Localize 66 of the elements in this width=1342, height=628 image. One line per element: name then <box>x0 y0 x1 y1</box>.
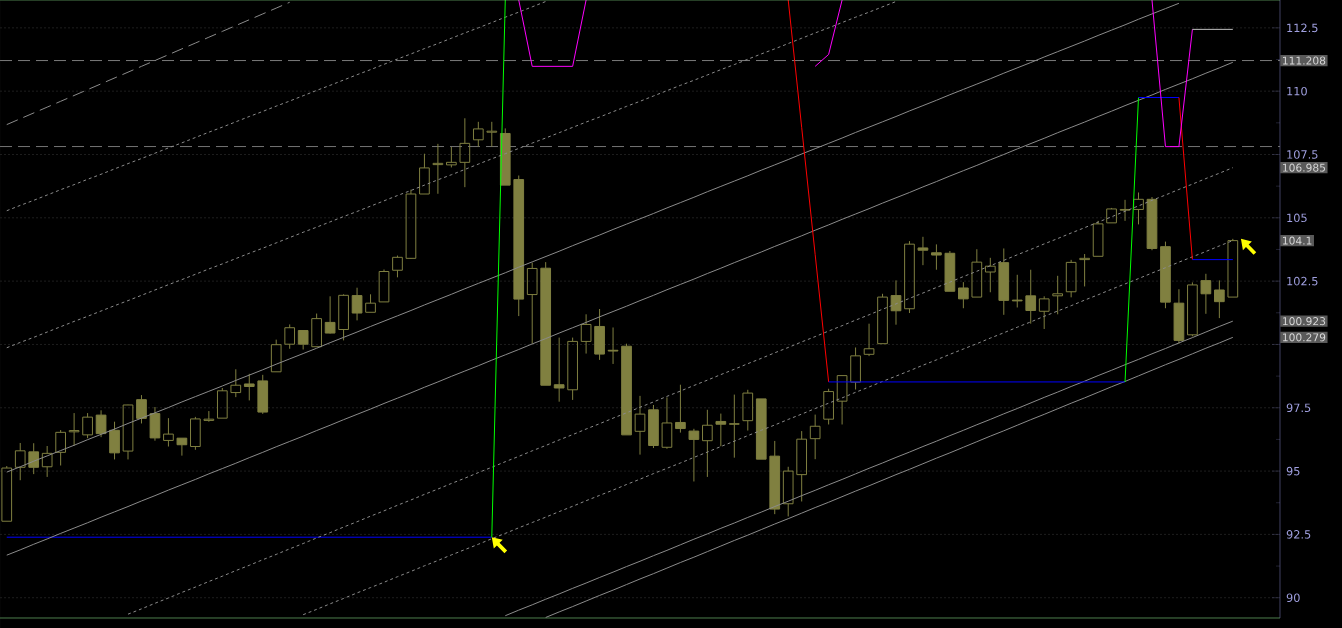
candlestick <box>675 384 686 434</box>
candlestick <box>904 240 915 314</box>
candlestick <box>796 430 808 502</box>
text: 104.1 <box>1283 236 1312 245</box>
candlestick <box>661 396 673 450</box>
candlestick <box>365 293 376 313</box>
candlestick <box>1173 288 1185 345</box>
candlestick <box>55 429 66 467</box>
candlestick <box>149 406 161 442</box>
candlestick <box>553 337 565 403</box>
candlestick <box>297 330 309 351</box>
y-tick-label: 102.5 <box>1287 276 1318 286</box>
candlestick <box>688 428 700 482</box>
candlestick <box>931 243 942 271</box>
candlestick <box>634 395 646 456</box>
candlestick <box>1200 273 1212 315</box>
candlestick <box>1119 199 1131 222</box>
line-series <box>787 0 830 383</box>
candlestick <box>998 247 1010 316</box>
candlestick <box>68 412 80 447</box>
candlestick <box>755 398 767 460</box>
y-tick-label: 90 <box>1286 593 1300 603</box>
candlestick <box>351 287 363 321</box>
candlestick <box>917 236 929 266</box>
candlestick <box>607 326 619 365</box>
line-series <box>127 167 1234 615</box>
candlestick <box>1079 253 1090 287</box>
candlestick <box>95 409 107 438</box>
candlestick <box>1146 196 1158 251</box>
y-tick-label: 107.5 <box>1287 150 1318 159</box>
candlestick <box>163 417 174 448</box>
y-tick-label: 110 <box>1287 86 1307 96</box>
candlestick <box>580 313 592 355</box>
candlestick <box>728 394 740 459</box>
y-tick-label: 105 <box>1287 213 1307 223</box>
y-tick-label: 97.5 <box>1286 403 1311 413</box>
candlestick <box>1052 275 1064 315</box>
candlestick <box>1214 279 1225 319</box>
candlestick <box>890 279 902 326</box>
candlestick <box>41 445 53 478</box>
candlestick <box>702 409 713 478</box>
candlestick <box>944 250 956 292</box>
candlestick <box>540 261 552 386</box>
candlestick <box>432 143 444 195</box>
candlestick <box>863 323 875 357</box>
y-tick-label: 112.5 <box>1287 23 1318 33</box>
candlestick <box>176 437 188 457</box>
candlestick <box>836 375 848 425</box>
y-tick-label: 92.5 <box>1286 530 1311 539</box>
ref-line-label: 111.208 <box>1283 56 1326 65</box>
text: 106.985 <box>1283 163 1326 172</box>
y-tick-label: 95 <box>1286 466 1300 476</box>
candlestick <box>486 121 498 148</box>
candlestick <box>459 117 471 188</box>
candlestick <box>203 410 215 421</box>
text: 100.923 <box>1283 317 1326 326</box>
candlestick <box>850 346 861 391</box>
candlestick <box>971 248 983 298</box>
candlestick <box>809 414 821 460</box>
candlestick <box>1025 269 1037 325</box>
candlestick <box>419 153 430 195</box>
candlestick <box>1092 220 1104 257</box>
text: 100.279 <box>1283 333 1326 342</box>
line-series <box>302 240 1234 616</box>
candlestick <box>378 268 390 303</box>
candlestick <box>1065 259 1077 298</box>
